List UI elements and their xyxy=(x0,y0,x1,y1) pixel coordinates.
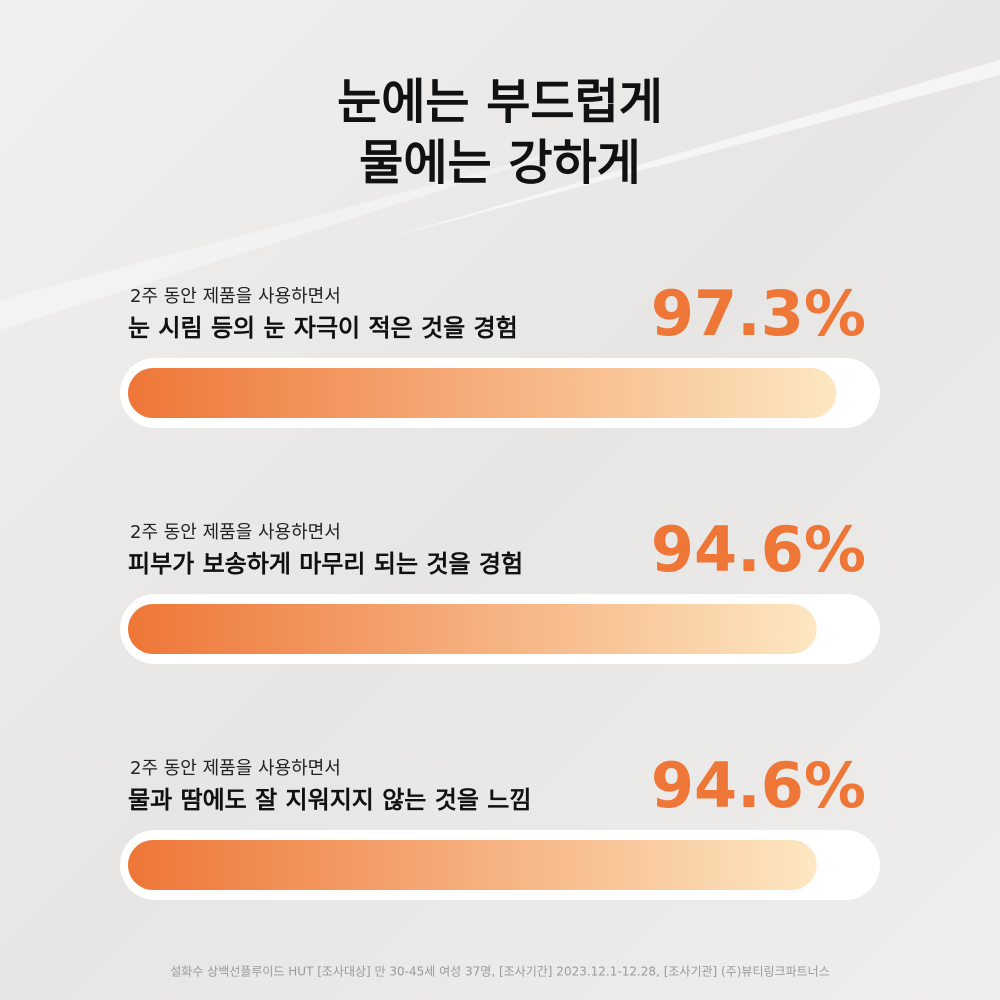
bar xyxy=(128,604,817,654)
value-label: 94.6% xyxy=(651,513,866,586)
footnote: 설화수 상백선플루이드 HUT [조사대상] 만 30-45세 여성 37명, … xyxy=(170,965,830,979)
bar-label: 눈 시림 등의 눈 자극이 적은 것을 경험 xyxy=(128,314,518,342)
background-streak xyxy=(380,60,1000,240)
bar-lead-text: 2주 동안 제품을 사용하면서 xyxy=(130,758,341,779)
bar xyxy=(128,840,817,890)
bar-label: 피부가 보송하게 마무리 되는 것을 경험 xyxy=(128,550,523,578)
background-streak xyxy=(0,140,600,330)
bar-label: 물과 땀에도 잘 지워지지 않는 것을 느낌 xyxy=(128,786,531,814)
title-line: 눈에는 부드럽게 xyxy=(337,74,663,130)
bar-lead-text: 2주 동안 제품을 사용하면서 xyxy=(130,286,341,307)
value-label: 94.6% xyxy=(651,749,866,822)
bar-lead-text: 2주 동안 제품을 사용하면서 xyxy=(130,522,341,543)
value-label: 97.3% xyxy=(651,277,866,350)
title-line: 물에는 강하게 xyxy=(359,135,641,191)
bar xyxy=(128,368,837,418)
